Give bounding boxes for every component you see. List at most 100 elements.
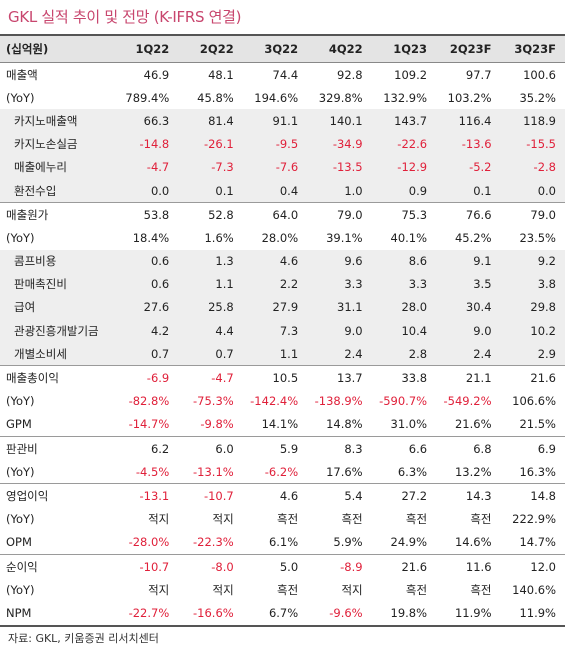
table-cell: 48.1 bbox=[208, 67, 234, 82]
table-cell: 25.8 bbox=[178, 295, 243, 320]
row-label: OPM bbox=[6, 535, 32, 550]
table-cell: 흑전 bbox=[405, 582, 428, 597]
row-label: 개별소비세 bbox=[0, 342, 114, 366]
table-cell: 17.6% bbox=[326, 464, 363, 479]
row-label: 급여 bbox=[0, 295, 114, 320]
table-cell: 6.9 bbox=[500, 436, 565, 461]
table-cell: 52.8 bbox=[178, 202, 243, 227]
table-cell: 66.3 bbox=[113, 109, 179, 133]
table-cell: 10.4 bbox=[371, 319, 437, 343]
row-label: 영업이익 bbox=[0, 483, 114, 508]
table-cell: 18.4% bbox=[132, 230, 170, 245]
table-cell: 92.8 bbox=[337, 67, 363, 82]
table-cell: 0.4 bbox=[242, 178, 308, 203]
row-label: GPM bbox=[6, 417, 32, 432]
table-cell: -9.6% bbox=[307, 601, 372, 627]
table-cell: -9.5 bbox=[242, 132, 308, 156]
table-cell: 27.9 bbox=[242, 295, 308, 320]
table-cell: 74.4 bbox=[272, 67, 299, 82]
table-cell: 9.1 bbox=[436, 249, 501, 273]
table-cell: 1.1 bbox=[178, 272, 243, 296]
table-cell: 0.7 bbox=[178, 342, 243, 366]
table-cell: 30.4 bbox=[436, 295, 501, 320]
table-cell: 12.0 bbox=[500, 553, 565, 579]
table-cell: -10.7 bbox=[178, 483, 243, 508]
row-label: (YoY) bbox=[6, 582, 35, 597]
table-cell: -26.1 bbox=[178, 132, 243, 156]
row-label: (YoY) bbox=[6, 90, 35, 105]
row-label: 판매촉진비 bbox=[0, 272, 114, 296]
table-cell: 0.6 bbox=[113, 249, 179, 273]
table-cell: 21.1 bbox=[436, 365, 501, 390]
table-cell: -142.4% bbox=[250, 394, 299, 409]
table-cell: 27.2 bbox=[371, 483, 437, 508]
table-cell: 8.3 bbox=[307, 436, 372, 461]
table-cell: -22.7% bbox=[113, 601, 179, 627]
row-label: 매출에누리 bbox=[0, 155, 114, 179]
table-cell: -138.9% bbox=[314, 394, 363, 409]
table-cell: -13.6 bbox=[436, 132, 501, 156]
table-row: (YoY) -82.8% -75.3% -142.4% -138.9% -590.7% -5… bbox=[0, 390, 565, 413]
table-cell: 29.8 bbox=[500, 295, 565, 320]
table-cell: 5.9% bbox=[333, 535, 363, 550]
table-cell: 14.8% bbox=[326, 417, 363, 432]
table-cell: 흑전 bbox=[470, 582, 492, 597]
row-label: 카지노손실금 bbox=[0, 132, 114, 156]
table-cell: 16.3% bbox=[519, 464, 556, 479]
table-cell: 27.6 bbox=[113, 295, 179, 320]
table-row: (YoY) 18.4% 1.6% 28.0% 39.1% 40.1% 45.2% 23.5% bbox=[0, 226, 565, 249]
table-cell: 33.8 bbox=[371, 365, 437, 390]
table-cell: 적지 bbox=[148, 512, 170, 527]
table-row: 판관비 6.2 6.0 5.9 8.3 6.6 6.8 6.9 bbox=[0, 436, 565, 461]
table-cell: 1.0 bbox=[307, 178, 372, 203]
table-cell: 222.9% bbox=[512, 512, 556, 527]
table-cell: 132.9% bbox=[383, 90, 428, 105]
table-cell: 11.9% bbox=[500, 601, 565, 627]
table-cell: 2.4 bbox=[307, 342, 372, 366]
table-row: 급여 27.6 25.8 27.9 31.1 28.0 30.4 29.8 bbox=[0, 295, 565, 320]
table-cell: -13.1 bbox=[113, 483, 179, 508]
table-cell: 7.3 bbox=[242, 319, 308, 343]
table-row: 카지노손실금 -14.8 -26.1 -9.5 -34.9 -22.6 -13.6 -15.5 bbox=[0, 132, 565, 156]
table-cell: 81.4 bbox=[178, 109, 243, 133]
table-cell: 6.3% bbox=[397, 464, 428, 479]
table-cell: 9.0 bbox=[307, 319, 372, 343]
table-cell: -22.6 bbox=[371, 132, 437, 156]
table-cell: -5.2 bbox=[436, 155, 501, 179]
table-cell: -34.9 bbox=[307, 132, 372, 156]
table-cell: 14.3 bbox=[436, 483, 501, 508]
earnings-table: (십억원) 1Q22 2Q22 3Q22 4Q22 1Q23 2Q23F 3Q2… bbox=[0, 34, 565, 627]
table-cell: 흑전 bbox=[276, 512, 299, 527]
table-cell: 적지 bbox=[212, 582, 234, 597]
table-cell: 64.0 bbox=[242, 202, 308, 227]
table-cell: 2.9 bbox=[500, 342, 565, 366]
table-cell: 75.3 bbox=[371, 202, 437, 227]
table-cell: 1.3 bbox=[178, 249, 243, 273]
table-cell: 1.1 bbox=[242, 342, 308, 366]
table-cell: 0.6 bbox=[113, 272, 179, 296]
table-cell: 28.0% bbox=[261, 230, 299, 245]
row-label: (YoY) bbox=[6, 464, 35, 479]
table-cell: 4.6 bbox=[242, 249, 308, 273]
table-cell: 0.0 bbox=[113, 178, 179, 203]
table-cell: 6.2 bbox=[113, 436, 179, 461]
table-cell: -15.5 bbox=[500, 132, 565, 156]
table-cell: 140.6% bbox=[512, 582, 556, 597]
table-cell: -8.9 bbox=[307, 553, 372, 579]
table-cell: 흑전 bbox=[341, 512, 363, 527]
table-row: 콤프비용 0.6 1.3 4.6 9.6 8.6 9.1 9.2 bbox=[0, 249, 565, 273]
row-label: (YoY) bbox=[6, 512, 35, 527]
table-cell: 789.4% bbox=[125, 90, 170, 105]
table-cell: 100.6 bbox=[523, 67, 556, 82]
table-cell: 109.2 bbox=[394, 67, 428, 82]
table-cell: 21.6% bbox=[454, 417, 492, 432]
row-label: (YoY) bbox=[6, 230, 35, 245]
table-cell: 11.9% bbox=[436, 601, 501, 627]
table-cell: 6.1% bbox=[268, 535, 299, 550]
table-cell: -7.6 bbox=[242, 155, 308, 179]
table-cell: -6.9 bbox=[113, 365, 179, 390]
table-cell: -6.2% bbox=[264, 464, 299, 479]
table-row: 매출원가 53.8 52.8 64.0 79.0 75.3 76.6 79.0 bbox=[0, 202, 565, 227]
table-row: NPM -22.7% -16.6% 6.7% -9.6% 19.8% 11.9% 11.9% bbox=[0, 601, 565, 627]
table-cell: 45.8% bbox=[197, 90, 234, 105]
